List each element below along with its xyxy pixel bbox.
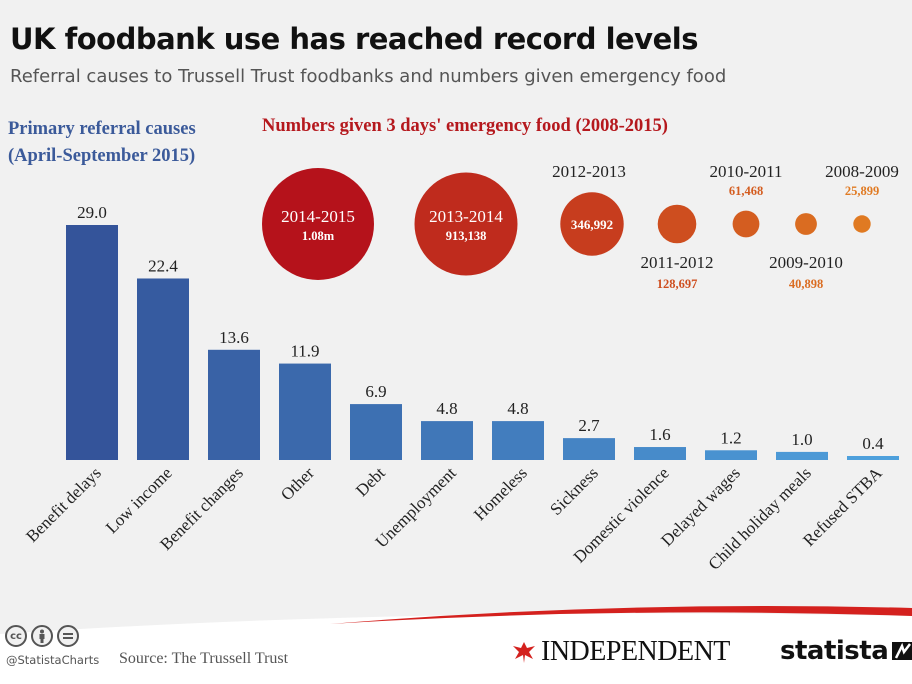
statista-wordmark: statista	[780, 636, 889, 666]
bar-value-label: 11.9	[290, 342, 319, 361]
emergency-food-bubbles: 2014-2015 1.08m 2013-2014 913,138 346,992 201…	[262, 162, 899, 291]
referral-causes-heading-line2: (April-September 2015)	[8, 146, 196, 166]
bar-benefit-delays	[66, 225, 118, 460]
bar-value-label: 1.6	[649, 425, 670, 444]
bubble-2009-2010	[795, 213, 817, 235]
bubble-year-label: 2012-2013	[552, 162, 626, 181]
bubble-value-label: 40,898	[789, 277, 823, 291]
statista-logo: statista	[780, 636, 912, 666]
attribution-icon	[31, 625, 53, 647]
statista-flag-icon	[892, 642, 912, 660]
independent-logo: INDEPENDENT	[511, 636, 730, 668]
bubble-year-label: 2011-2012	[640, 253, 713, 272]
bubble-2008-2009	[853, 215, 871, 233]
bubble-year-label: 2010-2011	[709, 162, 782, 181]
category-label: Low income	[102, 463, 176, 537]
referral-causes-heading-line1: Primary referral causes	[8, 119, 196, 139]
category-label: Sickness	[546, 463, 602, 519]
bar-low-income	[137, 278, 189, 460]
bubble-2010-2011	[732, 210, 760, 238]
bar-other	[279, 363, 331, 460]
twitter-handle: @StatistaCharts	[6, 653, 100, 667]
bar-debt	[350, 404, 402, 460]
independent-wordmark: INDEPENDENT	[541, 636, 730, 667]
bubble-2012-2013	[560, 192, 624, 256]
bubble-value-label: 128,697	[657, 277, 698, 291]
bar-value-label: 1.0	[791, 430, 812, 449]
bubble-year-label: 2013-2014	[429, 207, 503, 226]
referral-causes-heading: Primary referral causes (April-September…	[8, 116, 196, 170]
bar-value-label: 4.8	[507, 399, 528, 418]
bar-sickness	[563, 438, 615, 460]
bar-value-label: 2.7	[578, 416, 600, 435]
category-label: Benefit delays	[22, 463, 105, 546]
bubble-year-label: 2009-2010	[769, 253, 843, 272]
bubble-value-label: 346,992	[571, 217, 613, 232]
bar-homeless	[492, 421, 544, 460]
bubble-2011-2012	[657, 204, 697, 244]
bubble-year-label: 2008-2009	[825, 162, 899, 181]
chart-subtitle: Referral causes to Trussell Trust foodba…	[10, 66, 727, 87]
category-label: Homeless	[470, 463, 531, 524]
bubble-value-label: 913,138	[446, 229, 487, 243]
source-note: Source: The Trussell Trust	[119, 650, 289, 667]
bar-benefit-changes	[208, 349, 260, 460]
bar-domestic-violence	[634, 447, 686, 460]
bubble-year-label: 2014-2015	[281, 207, 355, 226]
bar-value-label: 29.0	[77, 203, 107, 222]
bubble-value-label: 61,468	[729, 184, 763, 198]
bar-unemployment	[421, 421, 473, 460]
category-label: Debt	[352, 463, 389, 500]
bar-value-label: 1.2	[720, 428, 741, 447]
footer-swoosh	[0, 606, 912, 684]
creative-commons-icon: cc	[5, 625, 27, 647]
bar-value-label: 13.6	[219, 328, 249, 347]
bubble-value-label: 25,899	[845, 184, 879, 198]
bar-delayed-wages	[705, 450, 757, 460]
bar-refused-stba	[847, 456, 899, 460]
emergency-food-heading: Numbers given 3 days' emergency food (20…	[262, 116, 668, 136]
bar-child-holiday-meals	[776, 451, 828, 460]
bar-value-label: 4.8	[436, 399, 457, 418]
chart-title: UK foodbank use has reached record level…	[10, 22, 698, 56]
bar-value-label: 6.9	[365, 382, 386, 401]
bubble-2014-2015	[262, 168, 374, 280]
eagle-icon	[513, 642, 535, 663]
no-derivatives-icon	[57, 625, 79, 647]
bubble-2013-2014	[414, 172, 518, 276]
bar-value-label: 0.4	[862, 434, 884, 453]
category-label: Other	[277, 463, 318, 504]
bar-value-label: 22.4	[148, 256, 178, 275]
license-icons: cc	[5, 625, 79, 647]
bubble-value-label: 1.08m	[302, 229, 335, 243]
